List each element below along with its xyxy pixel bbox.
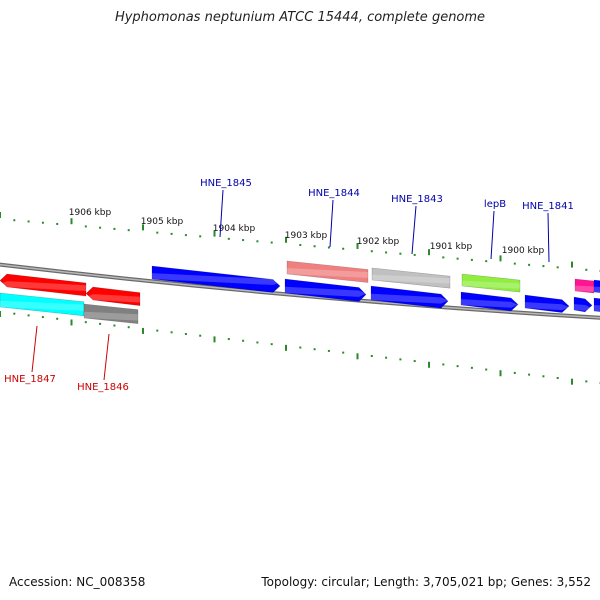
gene-feature (370, 285, 449, 309)
tick-rings (0, 212, 600, 385)
gene-feature (83, 303, 139, 325)
map-title: Hyphomonas neptunium ATCC 15444, complet… (114, 10, 486, 25)
gene-label-leader (219, 189, 224, 238)
gene-feature-sheen (0, 281, 86, 292)
outer-tick-ring (0, 212, 600, 273)
gene-feature-sheen (371, 293, 448, 304)
scale-label: 1903 kbp (285, 231, 328, 241)
gene-feature-shape (370, 285, 449, 309)
gene-feature (524, 294, 570, 313)
gene-label: HNE_1847 (4, 325, 56, 385)
gene-label: HNE_1843 (391, 194, 443, 255)
gene-feature-sheen (152, 273, 280, 286)
gene-feature-shape (574, 278, 595, 294)
gene-feature (574, 278, 595, 294)
gene-feature (0, 273, 87, 297)
gene-feature-sheen (575, 285, 594, 292)
gene-label-text: HNE_1844 (308, 188, 360, 199)
gene-label-leader (547, 212, 550, 263)
accession-text: Accession: NC_008358 (9, 575, 146, 589)
gene-feature-sheen (86, 294, 140, 303)
gene-feature (85, 286, 141, 307)
gene-feature-shape (151, 265, 281, 293)
inner-tick-ring (0, 311, 600, 385)
gene-label: HNE_1846 (77, 333, 129, 393)
gene-label-text: HNE_1841 (522, 201, 574, 212)
gene-feature (286, 260, 369, 283)
gene-label: HNE_1844 (308, 188, 360, 248)
gene-feature-shape (524, 294, 570, 313)
gene-label-text: HNE_1847 (4, 374, 56, 385)
gene-feature-sheen (525, 302, 569, 311)
gene-label-leader (490, 210, 495, 260)
gene-label: lepB (484, 199, 506, 260)
gene-feature (593, 297, 600, 312)
scale-label: 1902 kbp (357, 237, 400, 247)
gene-feature-sheen (461, 299, 518, 308)
gene-feature-sheen (285, 286, 366, 297)
gene-features (0, 260, 600, 325)
gene-feature-sheen (84, 311, 138, 321)
gene-feature (0, 292, 85, 317)
backbone-highlight (0, 263, 600, 319)
gene-feature-sheen (462, 280, 520, 289)
gene-feature (151, 265, 281, 293)
scale-label: 1904 kbp (213, 224, 256, 234)
gene-feature (461, 273, 521, 293)
scale-label: 1906 kbp (69, 208, 112, 218)
gene-feature-shape (371, 267, 451, 289)
gene-feature (371, 267, 451, 289)
gene-label-leader (103, 333, 110, 381)
gene-feature-shape (284, 278, 367, 302)
gene-feature (593, 279, 600, 293)
gene-label-text: HNE_1845 (200, 178, 252, 189)
gene-feature (460, 291, 519, 312)
gene-feature-sheen (0, 300, 84, 311)
genome-summary: Topology: circular; Length: 3,705,021 bp… (261, 575, 591, 589)
gene-label-leader (411, 205, 417, 255)
scale-label: 1901 kbp (430, 242, 473, 252)
gene-label-leader (31, 325, 38, 373)
gene-feature-shape (593, 297, 600, 312)
genome-backbone (0, 262, 600, 320)
gene-feature-sheen (287, 268, 368, 278)
gene-label: HNE_1841 (522, 201, 574, 263)
scale-label: 1900 kbp (502, 246, 545, 256)
gene-label-text: HNE_1846 (77, 382, 129, 393)
gene-feature-shape (83, 303, 139, 325)
gene-labels: HNE_1845 HNE_1844 HNE_1843 lepB HNE_1841 HNE_… (4, 178, 574, 393)
gene-feature-shape (460, 291, 519, 312)
gene-feature (573, 296, 593, 313)
gene-feature-shape (461, 273, 521, 293)
gene-feature-sheen (574, 304, 592, 311)
gene-feature-shape (0, 273, 87, 297)
gene-feature-shape (286, 260, 369, 283)
gene-feature-sheen (594, 305, 600, 312)
gene-feature-shape (573, 296, 593, 313)
gene-feature-sheen (594, 286, 600, 293)
scale-label: 1905 kbp (141, 217, 184, 227)
gene-feature-sheen (372, 274, 450, 284)
gene-label-text: lepB (484, 199, 506, 210)
gene-feature-shape (85, 286, 141, 307)
scale-labels: 1906 kbp 1905 kbp 1904 kbp 1903 kbp 1902 kbp… (69, 208, 545, 256)
gene-label-text: HNE_1843 (391, 194, 443, 205)
gene-feature-shape (593, 279, 600, 293)
gene-label-leader (329, 199, 334, 248)
gene-label: HNE_1845 (200, 178, 252, 238)
gene-feature (284, 278, 367, 302)
